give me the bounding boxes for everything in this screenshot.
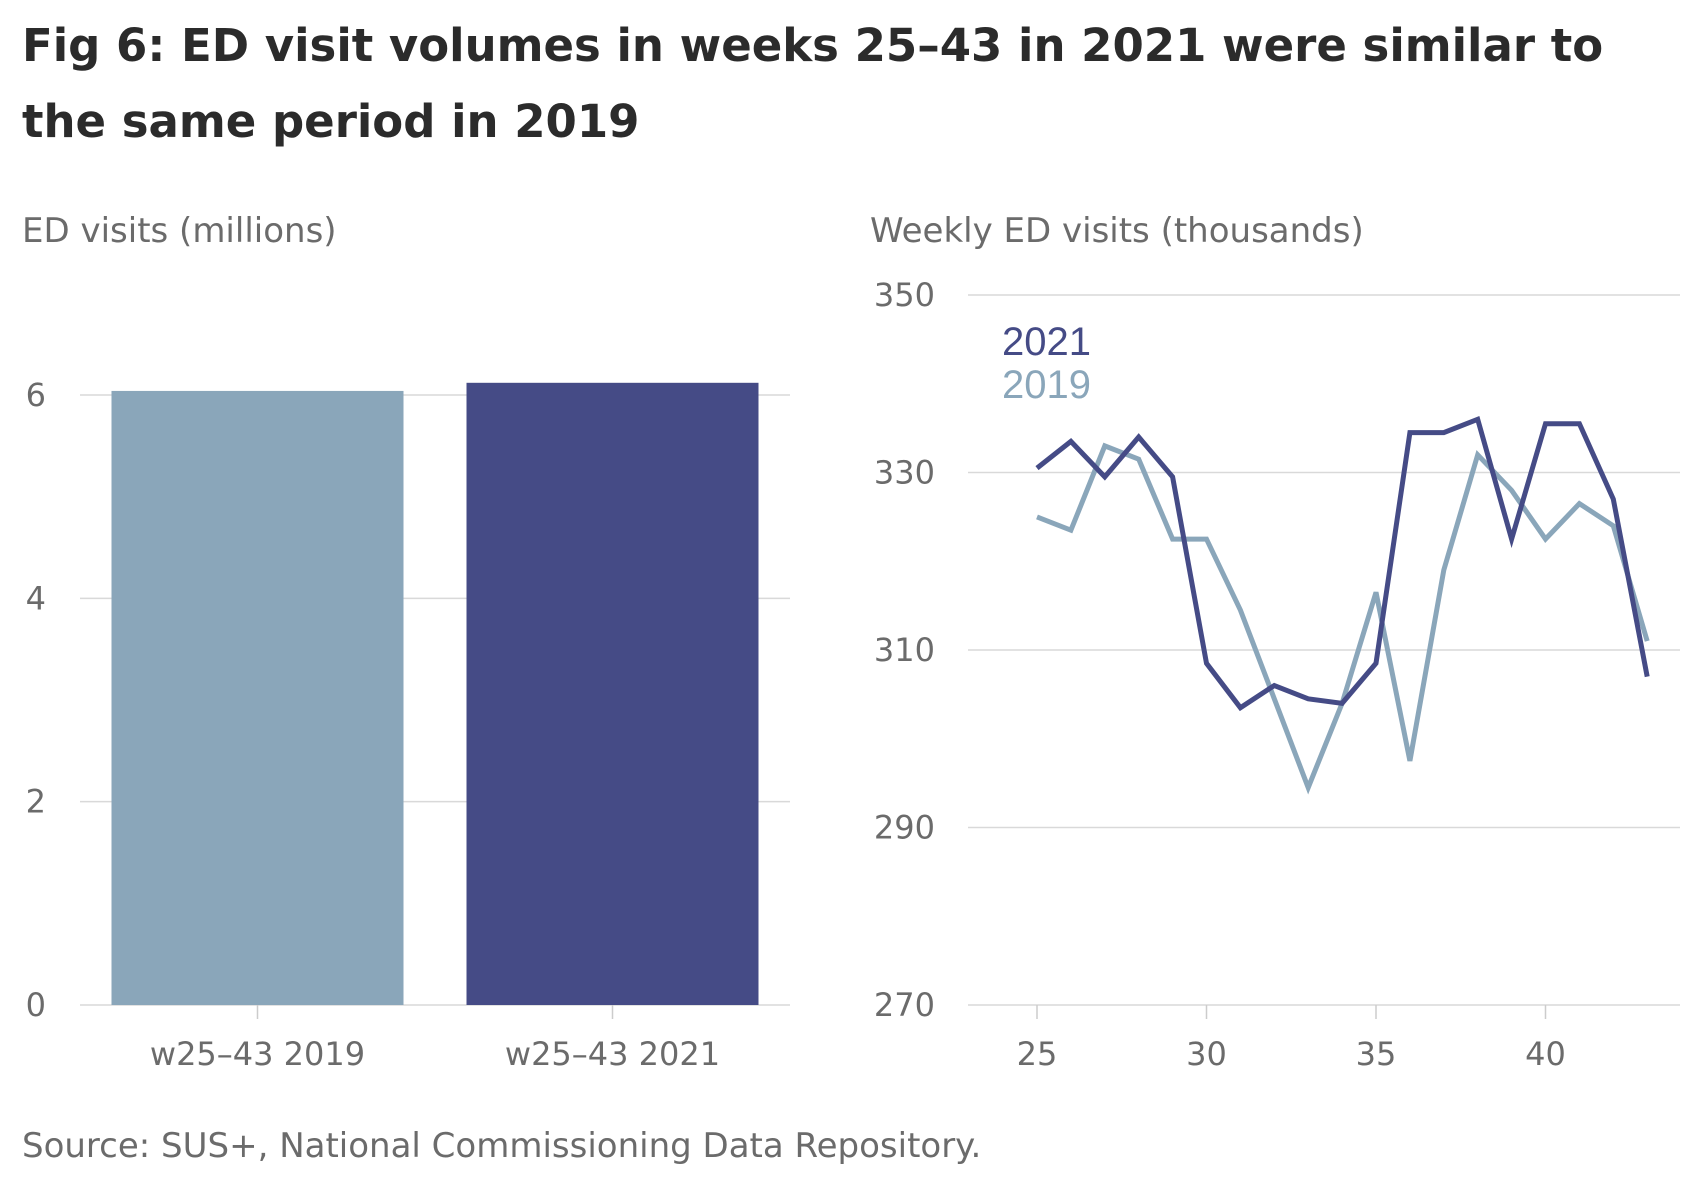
source-note: Source: SUS+, National Commissioning Dat… bbox=[22, 1126, 982, 1166]
line-x-tick-label: 40 bbox=[1525, 1035, 1566, 1073]
bar-2021 bbox=[466, 382, 759, 1005]
bar-y-tick-label: 2 bbox=[26, 783, 46, 821]
line-y-tick-label: 330 bbox=[874, 454, 935, 492]
line-y-tick-label: 350 bbox=[874, 276, 935, 314]
bar-y-tick-label: 4 bbox=[26, 579, 46, 617]
bar-x-tick-label: w25–43 2019 bbox=[150, 1035, 365, 1073]
bar-y-tick-label: 6 bbox=[26, 376, 46, 414]
line-series bbox=[1035, 415, 1650, 795]
line-chart-panel: Weekly ED visits (thousands) 270 290 310 33… bbox=[870, 211, 1680, 1073]
bar-y-tick-label: 0 bbox=[26, 986, 46, 1024]
line-y-tick-label: 270 bbox=[874, 986, 935, 1024]
line-series-2021 bbox=[1035, 415, 1650, 712]
line-y-tick-labels: 270 290 310 330 350 bbox=[874, 276, 935, 1024]
series-label-2019: 2019 bbox=[1002, 363, 1091, 407]
line-y-axis-title: Weekly ED visits (thousands) bbox=[870, 211, 1364, 251]
line-y-tick-label: 310 bbox=[874, 631, 935, 669]
bar-series bbox=[111, 382, 759, 1005]
line-x-tick-label: 25 bbox=[1017, 1035, 1058, 1073]
bar-x-tick-label: w25–43 2021 bbox=[505, 1035, 720, 1073]
line-x-tick-label: 35 bbox=[1356, 1035, 1397, 1073]
chart-title: Fig 6: ED visit volumes in weeks 25–43 i… bbox=[22, 19, 1604, 148]
bar-2019 bbox=[111, 390, 404, 1005]
series-label-2021: 2021 bbox=[1002, 320, 1091, 364]
bar-x-tick-labels: w25–43 2019 w25–43 2021 bbox=[150, 1005, 720, 1073]
line-gridlines bbox=[968, 294, 1680, 1006]
line-y-tick-label: 290 bbox=[874, 809, 935, 847]
line-series-2019 bbox=[1036, 442, 1650, 795]
line-x-tick-label: 30 bbox=[1186, 1035, 1227, 1073]
bar-y-tick-labels: 0 2 4 6 bbox=[26, 376, 46, 1024]
bar-y-axis-title: ED visits (millions) bbox=[22, 211, 337, 251]
line-x-tick-labels: 25 30 35 40 bbox=[1017, 1005, 1566, 1073]
